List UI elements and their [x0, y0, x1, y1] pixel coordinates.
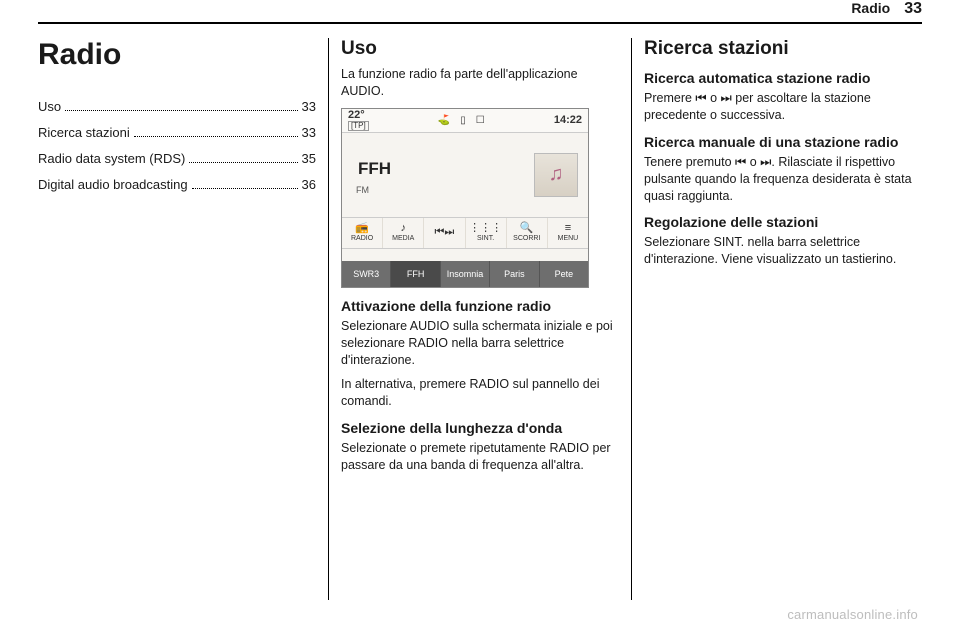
toc-label: Ricerca stazioni [38, 120, 130, 146]
subheading-activation: Attivazione della funzione radio [341, 298, 619, 314]
toc-label: Radio data system (RDS) [38, 146, 185, 172]
search-icon: 🔍 [520, 223, 534, 234]
nav-seek: ⏮⏭ [424, 218, 465, 248]
preset-button: Paris [490, 261, 539, 287]
subheading-tuning: Regolazione delle stazioni [644, 214, 922, 230]
toc-row: Ricerca stazioni 33 [38, 120, 316, 146]
intro-text: La funzione radio fa parte dell'applicaz… [341, 66, 619, 100]
band-label: FM [356, 185, 369, 195]
body-text: Selezionate o premete ripetutamente RADI… [341, 440, 619, 474]
nav-label: SINT. [477, 235, 494, 242]
body-text: Premere ⏮ o ⏭ per ascoltare la stazione … [644, 90, 922, 124]
nav-label: MENU [558, 235, 579, 242]
nav-label: MEDIA [392, 235, 414, 242]
album-art-placeholder: ♫ [534, 153, 578, 197]
section-heading-uso: Uso [341, 38, 619, 60]
preset-button: Insomnia [441, 261, 490, 287]
header-chapter: Radio [851, 0, 890, 16]
music-note-icon: ♫ [549, 163, 564, 186]
toc-row: Radio data system (RDS) 35 [38, 146, 316, 172]
table-of-contents: Uso 33 Ricerca stazioni 33 Radio data sy… [38, 94, 316, 198]
toc-leader [192, 188, 298, 189]
toc-label: Digital audio broadcasting [38, 172, 188, 198]
topbar-icons: ⛳ ▯ ☐ [438, 115, 485, 126]
page-header: Radio 33 [38, 0, 922, 20]
toc-leader [65, 110, 297, 111]
source-watermark: carmanualsonline.info [787, 607, 918, 622]
screen-nav-row: 📻RADIO ♪MEDIA ⏮⏭ ⋮⋮⋮SINT. 🔍SCORRI ≡MENU [342, 217, 588, 249]
column-container: Radio Uso 33 Ricerca stazioni 33 Radio d… [38, 38, 922, 600]
toc-page: 33 [302, 120, 316, 146]
header-rule [38, 22, 922, 24]
chapter-title: Radio [38, 38, 316, 72]
toc-leader [189, 162, 297, 163]
nav-car-icon: ⛳ [438, 115, 450, 126]
subheading-waveband: Selezione della lunghezza d'onda [341, 420, 619, 436]
media-icon: ♪ [401, 223, 407, 234]
nav-radio: 📻RADIO [342, 218, 383, 248]
nav-media: ♪MEDIA [383, 218, 424, 248]
toc-label: Uso [38, 94, 61, 120]
body-text: In alternativa, premere RADIO sul pannel… [341, 376, 619, 410]
column-2: Uso La funzione radio fa parte dell'appl… [328, 38, 631, 600]
radio-screen-mock: 22° [TP] ⛳ ▯ ☐ 14:22 FFH FM ♫ 📻RADIO [341, 108, 589, 288]
radio-icon: 📻 [355, 223, 369, 234]
column-3: Ricerca stazioni Ricerca automatica staz… [631, 38, 922, 600]
preset-row: SWR3 FFH Insomnia Paris Pete [342, 261, 588, 287]
subheading-manual-search: Ricerca manuale di una stazione radio [644, 134, 922, 150]
nav-menu: ≡MENU [548, 218, 588, 248]
preset-button-active: FFH [391, 261, 440, 287]
keypad-icon: ⋮⋮⋮ [469, 223, 502, 234]
signal-icon: ▯ [460, 115, 466, 126]
clock-readout: 14:22 [554, 114, 582, 126]
topbar-left: 22° [TP] [348, 110, 369, 131]
preset-button: Pete [540, 261, 588, 287]
seek-icon: ⏮⏭ [435, 227, 455, 238]
subheading-auto-search: Ricerca automatica stazione radio [644, 70, 922, 86]
screen-topbar: 22° [TP] ⛳ ▯ ☐ 14:22 [342, 109, 588, 133]
station-name: FFH [358, 159, 391, 179]
toc-page: 36 [302, 172, 316, 198]
toc-page: 33 [302, 94, 316, 120]
toc-leader [134, 136, 298, 137]
nav-tune: ⋮⋮⋮SINT. [466, 218, 507, 248]
body-text: Tenere premuto ⏮ o ⏭. Rilasciate il risp… [644, 154, 922, 205]
nav-label: RADIO [351, 235, 373, 242]
preset-button: SWR3 [342, 261, 391, 287]
column-1: Radio Uso 33 Ricerca stazioni 33 Radio d… [38, 38, 328, 600]
temperature-readout: 22° [348, 110, 369, 121]
header-page-number: 33 [904, 0, 922, 18]
phone-icon: ☐ [476, 115, 485, 126]
tp-indicator: [TP] [348, 121, 369, 131]
nav-browse: 🔍SCORRI [507, 218, 548, 248]
body-text: Selezionare AUDIO sulla schermata inizia… [341, 318, 619, 369]
toc-row: Digital audio broadcasting 36 [38, 172, 316, 198]
menu-icon: ≡ [565, 223, 571, 234]
toc-page: 35 [302, 146, 316, 172]
nav-label: SCORRI [513, 235, 540, 242]
manual-page: Radio 33 Radio Uso 33 Ricerca stazioni 3… [0, 0, 960, 642]
section-heading-search: Ricerca stazioni [644, 38, 922, 60]
body-text: Selezionare SINT. nella barra selettrice… [644, 234, 922, 268]
toc-row: Uso 33 [38, 94, 316, 120]
